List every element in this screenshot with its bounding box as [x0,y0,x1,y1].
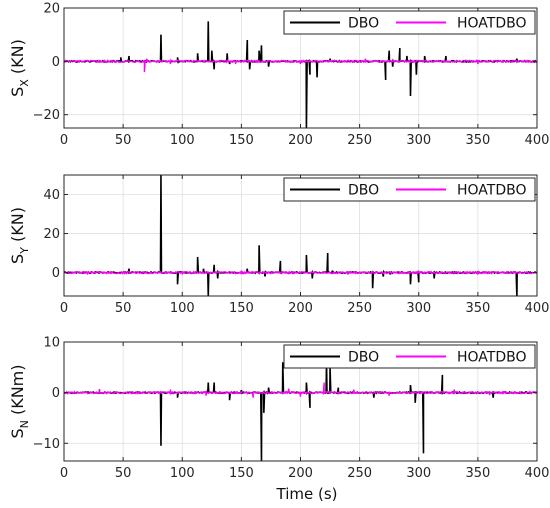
x-tick-label: 0 [60,466,68,481]
y-axis-label-main: S [8,87,27,97]
legend-label-dbo: DBO [348,16,379,32]
y-axis-label-subscript: Y [18,247,31,255]
legend: DBO HOATDBO [283,10,536,35]
y-axis-label-main: S [8,254,27,264]
x-tick-label: 200 [288,133,313,148]
x-tick-label: 150 [229,466,254,481]
legend: DBO HOATDBO [283,177,536,202]
legend-label-hoatdbo: HOATDBO [457,183,527,199]
x-tick-label: 0 [60,301,68,316]
y-tick-label: 20 [43,227,60,242]
y-tick-label: 0 [52,55,60,70]
y-tick-label: 20 [43,2,60,17]
x-tick-label: 150 [229,133,254,148]
x-tick-label: 400 [525,466,550,481]
chart-panel-2: 0 50 100 150 200 250 300 350 400 0 20 40 SY (KN) DBO H… [8,174,550,316]
y-axis-label-subscript: X [18,79,31,87]
series-line-hoatdbo [64,382,537,398]
y-tick-label: −20 [33,108,60,123]
y-axis-label: SX (KN) [8,39,31,97]
x-tick-label: 150 [229,301,254,316]
x-tick-label: 200 [288,466,313,481]
y-axis-label: SY (KN) [8,207,31,264]
legend-label-dbo: DBO [348,350,379,366]
y-tick-label: 40 [43,188,60,203]
y-axis-label-unit: (KN) [8,39,27,79]
x-tick-label: 350 [465,133,490,148]
x-tick-label: 300 [406,301,431,316]
x-tick-label: 200 [288,301,313,316]
x-tick-label: 50 [115,301,132,316]
legend-label-dbo: DBO [348,183,379,199]
x-tick-label: 300 [406,466,431,481]
x-tick-label: 250 [347,133,372,148]
y-tick-label: −10 [33,437,60,452]
x-tick-label: 300 [406,133,431,148]
series-line-hoatdbo [64,58,537,73]
legend-label-hoatdbo: HOATDBO [457,350,527,366]
series-line-hoatdbo [64,269,537,276]
x-tick-label: 0 [60,133,68,148]
y-axis-label-subscript: N [18,420,31,428]
legend-label-hoatdbo: HOATDBO [457,16,527,32]
x-tick-label: 250 [347,301,372,316]
x-tick-label: 400 [525,301,550,316]
x-tick-label: 350 [465,301,490,316]
y-axis-label: SN (KNm) [8,364,31,438]
x-tick-label: 50 [115,466,132,481]
y-tick-label: 10 [43,336,60,351]
x-tick-label: 100 [170,301,195,316]
x-tick-label: 250 [347,466,372,481]
y-tick-label: 0 [52,386,60,401]
x-axis-label: Time (s) [276,485,338,503]
y-axis-label-unit: (KN) [8,207,27,247]
legend: DBO HOATDBO [283,344,536,369]
y-tick-label: 0 [52,266,60,281]
y-axis-label-unit: (KNm) [8,364,27,420]
x-tick-label: 350 [465,466,490,481]
y-axis-label-main: S [8,428,27,438]
x-tick-label: 100 [170,466,195,481]
x-tick-label: 50 [115,133,132,148]
x-tick-label: 400 [525,133,550,148]
x-tick-label: 100 [170,133,195,148]
